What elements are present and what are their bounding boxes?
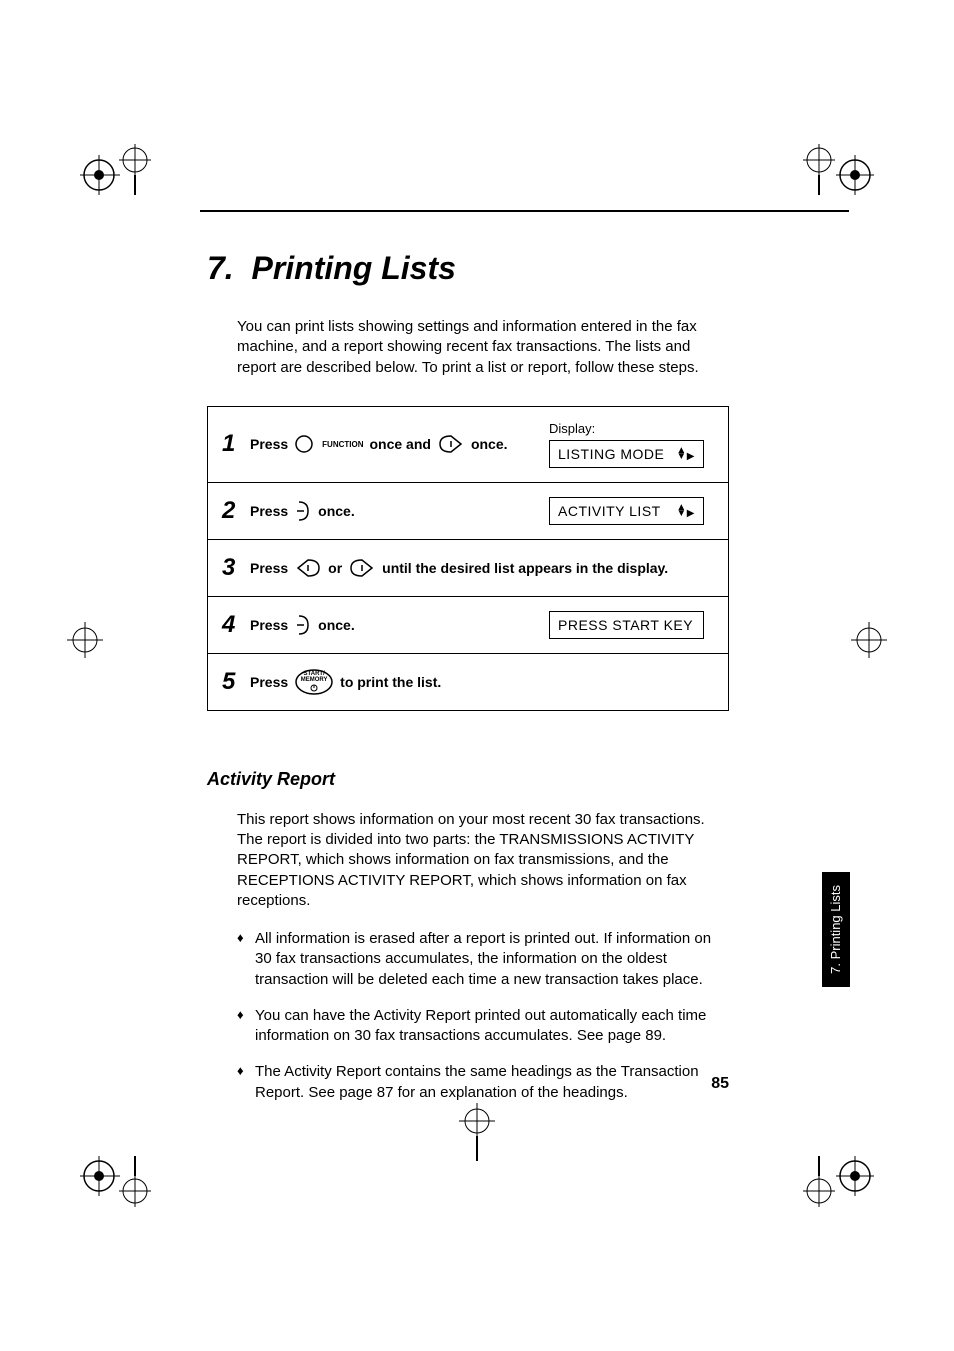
bullet-item: All information is erased after a report… (237, 929, 729, 990)
page: 7. Printing Lists You can print lists sh… (0, 0, 954, 1351)
content-area: 7. Printing Lists You can print lists sh… (207, 250, 729, 1119)
step-text: Press (250, 674, 288, 690)
step-text: once. (318, 503, 355, 519)
enter-button-icon (294, 613, 312, 637)
lcd-display: ACTIVITY LIST ▲▼▶ (549, 497, 704, 525)
step-text: Press (250, 436, 288, 452)
registration-mark-icon (784, 1156, 874, 1216)
step-number: 2 (222, 497, 250, 525)
step-text: or (328, 560, 342, 576)
chapter-number: 7. (207, 250, 234, 286)
lcd-text: PRESS START KEY (558, 617, 693, 633)
function-button-icon (294, 434, 314, 454)
enter-button-icon (294, 499, 312, 523)
step-instruction: Press or until the desired list appears … (250, 558, 714, 578)
step-number: 4 (222, 611, 250, 639)
lcd-text: LISTING MODE (558, 446, 664, 462)
bullet-item: The Activity Report contains the same he… (237, 1062, 729, 1103)
chapter-name: Printing Lists (251, 250, 455, 286)
bullet-list: All information is erased after a report… (237, 929, 729, 1103)
chapter-title: 7. Printing Lists (207, 250, 729, 287)
bullet-item: You can have the Activity Report printed… (237, 1006, 729, 1047)
step-text: once. (471, 436, 508, 452)
step-text: until the desired list appears in the di… (382, 560, 668, 576)
step-text: Press (250, 503, 288, 519)
registration-mark-icon (849, 620, 889, 660)
lcd-text: ACTIVITY LIST (558, 503, 661, 519)
step-text: once. (318, 617, 355, 633)
horizontal-rule (200, 210, 849, 212)
right-arrow-button-icon (348, 558, 376, 578)
page-number: 85 (711, 1075, 729, 1093)
left-arrow-button-icon (294, 558, 322, 578)
start-memory-button-icon: START/MEMORY (294, 668, 334, 696)
step-display-column: PRESS START KEY (549, 611, 714, 639)
step-instruction: Press FUNCTION once and once. (250, 434, 549, 454)
step-display-column: ACTIVITY LIST ▲▼▶ (549, 497, 714, 525)
registration-mark-icon (784, 135, 874, 195)
scroll-arrows-icon: ▲▼▶ (676, 448, 695, 460)
step-instruction: Press once. (250, 499, 549, 523)
step-row: 5Press START/MEMORY to print the list. (208, 653, 728, 710)
step-number: 5 (222, 668, 250, 696)
step-display-column: Display: LISTING MODE ▲▼▶ (549, 421, 714, 468)
intro-paragraph: You can print lists showing settings and… (237, 317, 729, 378)
step-text: Press (250, 617, 288, 633)
step-text: to print the list. (340, 674, 441, 690)
registration-mark-icon (65, 620, 105, 660)
step-instruction: Press START/MEMORY to print the list. (250, 668, 714, 696)
step-row: 1Press FUNCTION once and once.Display:LI… (208, 407, 728, 482)
function-label: FUNCTION (322, 440, 363, 449)
lcd-display: LISTING MODE ▲▼▶ (549, 440, 704, 468)
lcd-display: PRESS START KEY (549, 611, 704, 639)
step-row: 4Press once. PRESS START KEY (208, 596, 728, 653)
section-title: Activity Report (207, 769, 729, 790)
side-tab-label: 7. Printing Lists (829, 885, 843, 974)
step-instruction: Press once. (250, 613, 549, 637)
step-number: 3 (222, 554, 250, 582)
scroll-arrows-icon: ▲▼▶ (676, 505, 695, 517)
step-text: Press (250, 560, 288, 576)
steps-table: 1Press FUNCTION once and once.Display:LI… (207, 406, 729, 711)
display-label: Display: (549, 421, 595, 436)
section-body: This report shows information on your mo… (237, 810, 729, 911)
step-row: 3Press or until the desired list appears… (208, 539, 728, 596)
step-number: 1 (222, 430, 250, 458)
registration-mark-icon (80, 1156, 170, 1216)
registration-mark-icon (80, 135, 170, 195)
right-arrow-button-icon (437, 434, 465, 454)
step-row: 2Press once. ACTIVITY LIST ▲▼▶ (208, 482, 728, 539)
side-tab: 7. Printing Lists (822, 872, 850, 987)
step-text: once and (369, 436, 430, 452)
